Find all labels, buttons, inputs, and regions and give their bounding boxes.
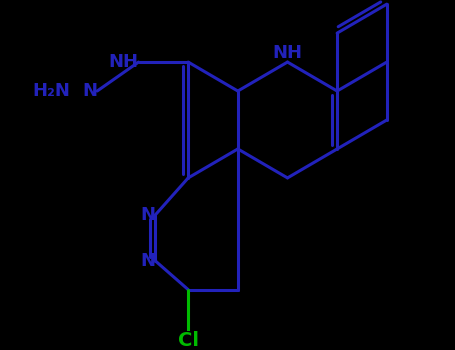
Text: NH: NH bbox=[273, 44, 303, 62]
Text: NH: NH bbox=[109, 53, 138, 71]
Text: N: N bbox=[82, 82, 97, 100]
Text: Cl: Cl bbox=[178, 331, 199, 350]
Text: N: N bbox=[140, 206, 155, 224]
Text: N: N bbox=[140, 252, 155, 270]
Text: H₂N: H₂N bbox=[33, 82, 71, 100]
